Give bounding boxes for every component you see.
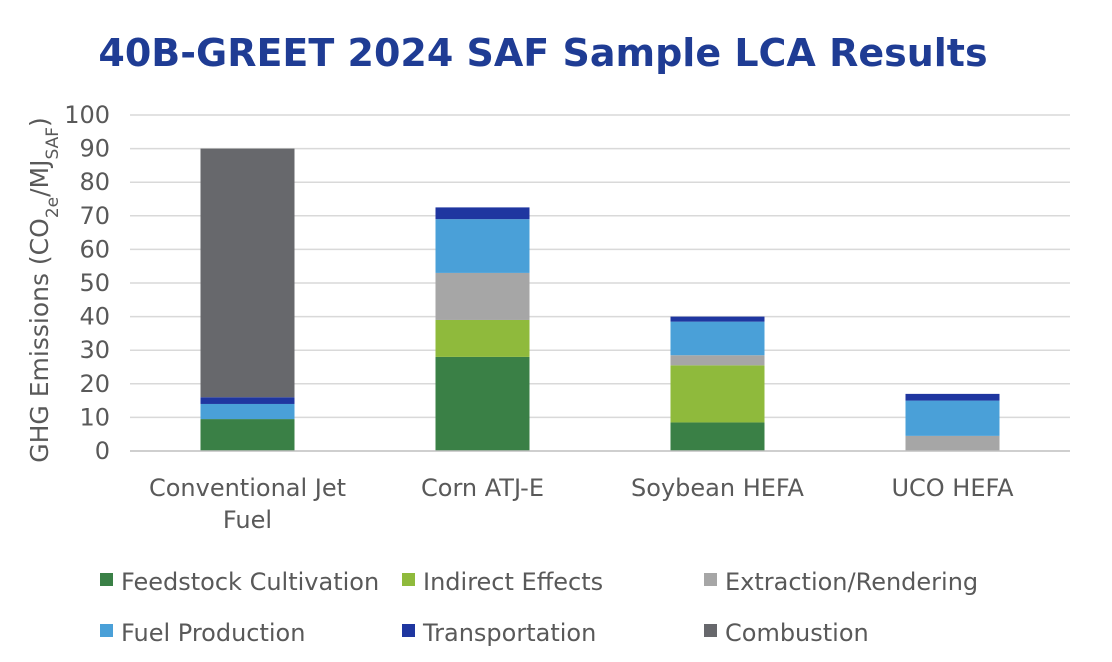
- x-category-label: Conventional Jet: [149, 474, 346, 502]
- legend-label: Fuel Production: [121, 619, 305, 647]
- x-category-label: UCO HEFA: [891, 474, 1014, 502]
- bar-segment: [670, 365, 765, 423]
- y-tick-label: 80: [79, 168, 110, 196]
- y-tick-label: 0: [95, 437, 110, 465]
- bars: [200, 148, 1000, 451]
- legend-swatch: [704, 624, 717, 637]
- legend-label: Combustion: [725, 619, 869, 647]
- legend-label: Transportation: [422, 619, 596, 647]
- legend: Feedstock Cultivation Indirect Effects Ext…: [100, 568, 978, 647]
- legend-label: Indirect Effects: [423, 568, 603, 596]
- bar-segment: [435, 356, 530, 451]
- bar-segment: [200, 419, 295, 451]
- y-tick-label: 40: [79, 303, 110, 331]
- legend-swatch: [100, 624, 113, 637]
- bar-segment: [670, 355, 765, 366]
- x-category-label: Fuel: [223, 506, 272, 534]
- x-category-label: Corn ATJ-E: [421, 474, 544, 502]
- x-axis-categories: Conventional Jet Fuel Corn ATJ-E Soybean HE…: [149, 474, 1014, 534]
- bar-segment: [200, 397, 295, 404]
- legend-swatch: [100, 573, 113, 586]
- x-category-label: Soybean HEFA: [631, 474, 804, 502]
- bar-segment: [200, 403, 295, 420]
- bar-segment: [905, 435, 1000, 451]
- y-tick-label: 30: [79, 336, 110, 364]
- bar-segment: [435, 319, 530, 357]
- y-tick-label: 10: [79, 403, 110, 431]
- y-tick-label: 70: [79, 202, 110, 230]
- bar-segment: [435, 272, 530, 320]
- y-tick-label: 90: [79, 135, 110, 163]
- bar-segment: [670, 422, 765, 451]
- y-tick-label: 20: [79, 370, 110, 398]
- y-tick-label: 60: [79, 235, 110, 263]
- bar-segment: [435, 219, 530, 273]
- y-tick-label: 50: [79, 269, 110, 297]
- bar-segment: [670, 316, 765, 322]
- legend-label: Extraction/Rendering: [725, 568, 978, 596]
- bar-segment: [200, 148, 295, 398]
- bar-segment: [670, 321, 765, 356]
- legend-swatch: [704, 573, 717, 586]
- legend-swatch: [402, 573, 415, 586]
- bar-segment: [435, 207, 530, 220]
- y-axis-label: GHG Emissions (CO2e/MJSAF): [25, 117, 63, 463]
- legend-label: Feedstock Cultivation: [121, 568, 379, 596]
- legend-swatch: [402, 624, 415, 637]
- bar-segment: [905, 400, 1000, 436]
- y-axis-ticks: 0 10 20 30 40 50 60 70 80 90 100: [64, 101, 110, 465]
- chart-title: 40B-GREET 2024 SAF Sample LCA Results: [98, 31, 987, 75]
- y-tick-label: 100: [64, 101, 110, 129]
- bar-segment: [905, 393, 1000, 401]
